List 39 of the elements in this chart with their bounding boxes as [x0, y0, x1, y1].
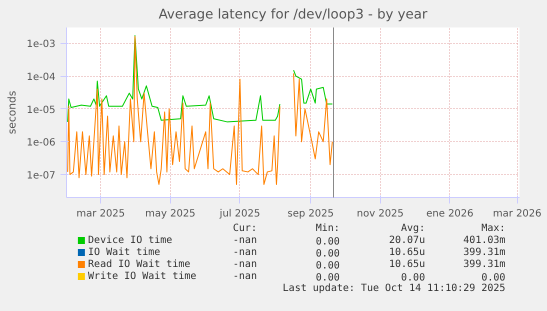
text: 0.00	[316, 236, 340, 248]
x-tick-label: may 2025	[145, 208, 196, 220]
x-tick-label: ene 2026	[426, 208, 474, 220]
y-tick-label: 1e-05	[26, 104, 56, 116]
text: 0.00	[401, 272, 426, 284]
x-tick-label: sep 2025	[288, 208, 334, 220]
y-axis-title: seconds	[6, 90, 19, 134]
x-tick-label: mar 2026	[492, 208, 542, 220]
text: 10.65u	[388, 247, 426, 258]
text: 0.00	[316, 260, 340, 272]
text: 399.31m	[463, 259, 506, 270]
text: Max:	[481, 223, 506, 234]
text: 0.00	[316, 272, 340, 284]
text: 20.07u	[388, 235, 426, 246]
text: -nan	[232, 259, 257, 270]
text: -nan	[232, 235, 257, 246]
chart-title: Average latency for /dev/loop3 - by year	[158, 8, 428, 22]
y-tick-label: 1e-03	[26, 39, 56, 50]
legend-label: Device IO time	[88, 235, 172, 246]
text: -nan	[232, 247, 257, 258]
text: Last update: Tue Oct 14 11:10:29 2025	[282, 283, 506, 294]
text: 0.00	[316, 248, 340, 260]
text: -nan	[232, 271, 257, 282]
y-tick-label: 1e-04	[26, 72, 56, 84]
text: 0.00	[481, 272, 506, 284]
text: Avg:	[401, 223, 426, 234]
text: 10.65u	[388, 259, 426, 270]
y-tick-label: 1e-06	[26, 138, 56, 149]
legend-label: Write IO Wait time	[88, 271, 196, 282]
legend-label: Read IO Wait time	[88, 259, 190, 270]
x-tick-label: jul 2025	[218, 208, 260, 220]
y-tick-label: 1e-07	[26, 170, 56, 182]
x-tick-label: mar 2025	[76, 208, 126, 220]
text: 399.31m	[463, 247, 506, 258]
legend-label: IO Wait time	[88, 247, 160, 258]
x-tick-label: nov 2025	[356, 208, 404, 220]
text: Min:	[316, 223, 340, 234]
text: 401.03m	[463, 235, 506, 246]
text: Cur:	[232, 223, 257, 234]
